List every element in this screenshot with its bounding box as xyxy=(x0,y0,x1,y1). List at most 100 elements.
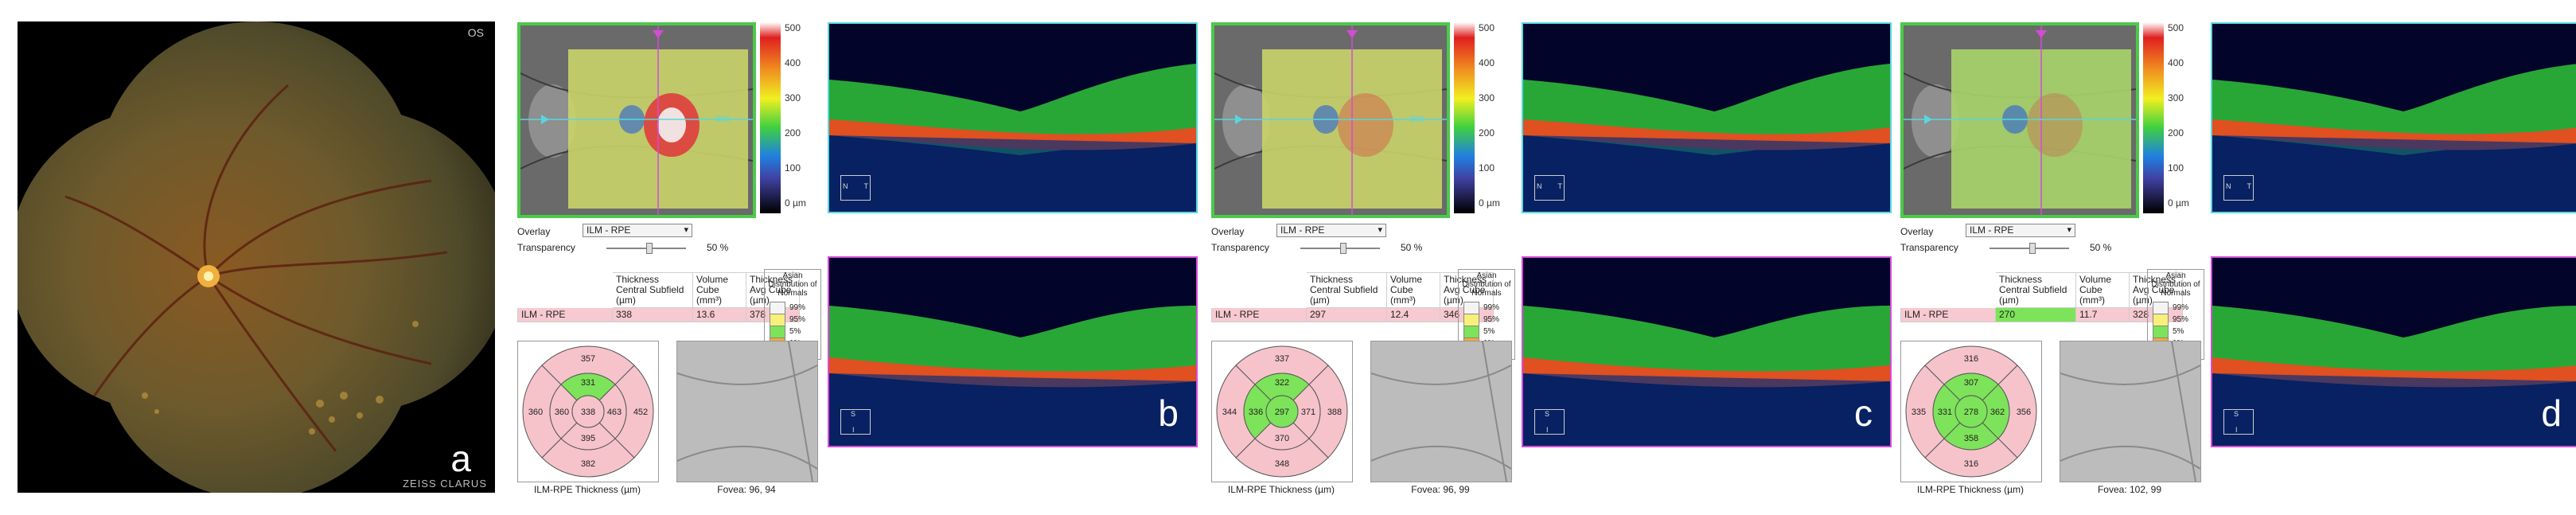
colorbar-tick-label: 100 xyxy=(2168,162,2184,174)
etdrs-value-inner-bottom: 370 xyxy=(1275,434,1289,443)
bscan-horizontal-image xyxy=(2212,24,2576,212)
colorbar xyxy=(2143,22,2164,213)
volume-value: 11.7 xyxy=(2075,307,2130,322)
slider-knob[interactable] xyxy=(2029,243,2036,254)
slider-knob[interactable] xyxy=(1340,243,1346,254)
etdrs-value-outer-right: 388 xyxy=(1327,408,1342,417)
overlay-select[interactable]: ILM - RPE xyxy=(583,224,692,237)
etdrs-value-inner-top: 331 xyxy=(581,378,595,388)
etdrs-grid-box[interactable]: 297 322 370 336 371 337 348 344 388 xyxy=(1211,341,1353,482)
overlay-row: Overlay ILM - RPE xyxy=(1211,224,1386,237)
etdrs-value-outer-right: 356 xyxy=(2017,408,2031,417)
fovea-caption: Fovea: 102, 99 xyxy=(2097,484,2162,495)
etdrs-value-center: 297 xyxy=(1275,408,1289,417)
transparency-slider[interactable] xyxy=(1300,243,1380,254)
normals-level: 95% xyxy=(770,314,805,326)
etdrs-value-center: 338 xyxy=(581,408,595,417)
normals-level-label: 95% xyxy=(2173,315,2189,324)
fovea-caption: Fovea: 96, 94 xyxy=(717,484,776,495)
volume-value: 12.4 xyxy=(1386,307,1440,322)
etdrs-value-inner-left: 331 xyxy=(1938,408,1952,417)
device-brand-label: ZEISS CLARUS xyxy=(403,478,487,490)
fovea-image[interactable] xyxy=(1370,341,1512,482)
colorbar xyxy=(760,22,781,213)
normals-level-label: 95% xyxy=(789,315,806,324)
overlay-label: Overlay xyxy=(1211,226,1245,237)
row-label: ILM - RPE xyxy=(1211,307,1307,322)
col-volume-header: Volume Cube (mm³) xyxy=(2075,272,2130,308)
transparency-row: Transparency 50 % xyxy=(1211,242,1450,254)
row-label: ILM - RPE xyxy=(1900,307,1996,322)
etdrs-value-inner-left: 360 xyxy=(555,408,569,417)
panel-letter: c xyxy=(1854,392,1873,434)
normals-title: Asian Distribution of Normals xyxy=(2151,271,2200,298)
etdrs-grid-box[interactable]: 338 331 395 360 463 357 382 360 452 xyxy=(517,341,659,482)
etdrs-sector-center xyxy=(1954,395,1988,428)
row-label: ILM - RPE xyxy=(517,307,613,322)
normals-level: 5% xyxy=(2153,326,2184,338)
thickness-map-image xyxy=(1214,25,1447,215)
transparency-slider[interactable] xyxy=(606,243,686,254)
colorbar-tick-label: 200 xyxy=(2168,127,2184,139)
transparency-value: 50 % xyxy=(707,242,729,253)
normals-legend: Asian Distribution of Normals 99%95%5%1% xyxy=(1458,269,1515,362)
colorbar xyxy=(1454,22,1475,213)
cst-value: 338 xyxy=(612,307,693,322)
etdrs-value-inner-bottom: 395 xyxy=(581,434,595,443)
thickness-map[interactable]: 300 xyxy=(1211,22,1450,218)
colorbar-tick-label: 100 xyxy=(1479,162,1495,174)
panel-letter: d xyxy=(2541,392,2562,434)
normals-level: 95% xyxy=(1463,314,1499,326)
etdrs-grid: 297 322 370 336 371 337 348 344 388 xyxy=(1216,345,1348,478)
etdrs-value-inner-right: 362 xyxy=(1990,408,2005,417)
bscan-vertical-image xyxy=(1523,258,1890,446)
col-volume-header: Volume Cube (mm³) xyxy=(1386,272,1440,308)
etdrs-value-inner-right: 371 xyxy=(1301,408,1315,417)
fundus-photo-panel: OS ZEISS CLARUS a xyxy=(18,21,495,493)
etdrs-value-outer-top: 316 xyxy=(1964,354,1978,364)
bscan-horizontal-image xyxy=(829,24,1196,212)
etdrs-value-inner-top: 322 xyxy=(1275,378,1289,388)
map-scan-marker: 300 xyxy=(1409,115,1424,124)
normals-level-label: 99% xyxy=(789,303,806,312)
fovea-image[interactable] xyxy=(676,341,818,482)
fovea-image[interactable] xyxy=(2060,341,2201,482)
colorbar-tick-label: 0 µm xyxy=(2168,197,2189,209)
thickness-map[interactable]: 300 xyxy=(517,22,756,218)
normals-level: 95% xyxy=(2153,314,2188,326)
normals-level: 5% xyxy=(1463,326,1495,338)
etdrs-caption: ILM-RPE Thickness (µm) xyxy=(1227,484,1335,495)
bscan-vertical-image xyxy=(829,258,1196,446)
overlay-select[interactable]: ILM - RPE xyxy=(1276,224,1386,237)
col-thickness-header: Thickness Central Subfield (µm) xyxy=(612,272,693,308)
normals-level: 99% xyxy=(1463,302,1499,314)
transparency-row: Transparency 50 % xyxy=(1900,242,2139,254)
etdrs-grid-box[interactable]: 278 307 358 331 362 316 316 335 356 xyxy=(1900,341,2042,482)
overlay-label: Overlay xyxy=(517,226,551,237)
normals-level-label: 99% xyxy=(2173,303,2189,312)
overlay-select[interactable]: ILM - RPE xyxy=(1966,224,2075,237)
transparency-slider[interactable] xyxy=(1989,243,2069,254)
normals-title: Asian Distribution of Normals xyxy=(768,271,817,298)
etdrs-value-outer-top: 357 xyxy=(581,354,595,364)
thickness-map[interactable] xyxy=(1900,22,2139,218)
etdrs-caption: ILM-RPE Thickness (µm) xyxy=(533,484,641,495)
slider-knob[interactable] xyxy=(646,243,653,254)
colorbar-tick-label: 100 xyxy=(785,162,801,174)
thickness-table: Thickness Central Subfield (µm) Volume C… xyxy=(1211,272,1494,322)
fovea-image-svg xyxy=(1371,341,1511,482)
fovea-image-svg xyxy=(2060,341,2200,482)
etdrs-value-outer-left: 360 xyxy=(528,408,543,417)
table-row: ILM - RPE 338 13.6 378 xyxy=(517,307,800,322)
col-volume-header: Volume Cube (mm³) xyxy=(692,272,746,308)
